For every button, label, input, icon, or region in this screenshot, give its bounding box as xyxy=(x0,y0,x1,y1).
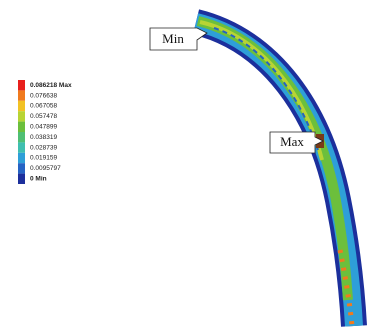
max-callout: Max xyxy=(270,132,323,153)
legend-swatch xyxy=(18,174,25,184)
figure: Min Max 0.086218 Max 0.076638 0.067058 0.05… xyxy=(0,0,378,334)
callout-label: Max xyxy=(280,134,304,149)
legend-label: 0 Min xyxy=(30,176,47,183)
callout-label: Min xyxy=(162,31,184,46)
legend-label: 0.038319 xyxy=(30,134,57,141)
legend-label: 0.086218 Max xyxy=(30,82,72,89)
legend-label: 0.028739 xyxy=(30,144,57,151)
legend-label: 0.047899 xyxy=(30,124,57,131)
beam-band xyxy=(198,21,348,300)
min-callout: Min xyxy=(150,28,207,50)
legend-swatch xyxy=(18,153,25,163)
legend-label: 0.067058 xyxy=(30,103,57,110)
legend-swatch xyxy=(18,142,25,152)
legend-swatch xyxy=(18,132,25,142)
legend-swatch xyxy=(18,80,25,90)
beam xyxy=(196,21,354,326)
legend-swatch xyxy=(18,90,25,100)
legend-label: 0.076638 xyxy=(30,92,57,99)
legend-label: 0.019159 xyxy=(30,155,57,162)
legend: 0.086218 Max 0.076638 0.067058 0.057478 0.04… xyxy=(18,80,72,184)
legend-swatch xyxy=(18,122,25,132)
legend-label: 0.057478 xyxy=(30,113,57,120)
legend-swatch xyxy=(18,163,25,173)
legend-label: 0.0095797 xyxy=(30,165,61,172)
legend-swatch xyxy=(18,101,25,111)
legend-swatch xyxy=(18,111,25,121)
